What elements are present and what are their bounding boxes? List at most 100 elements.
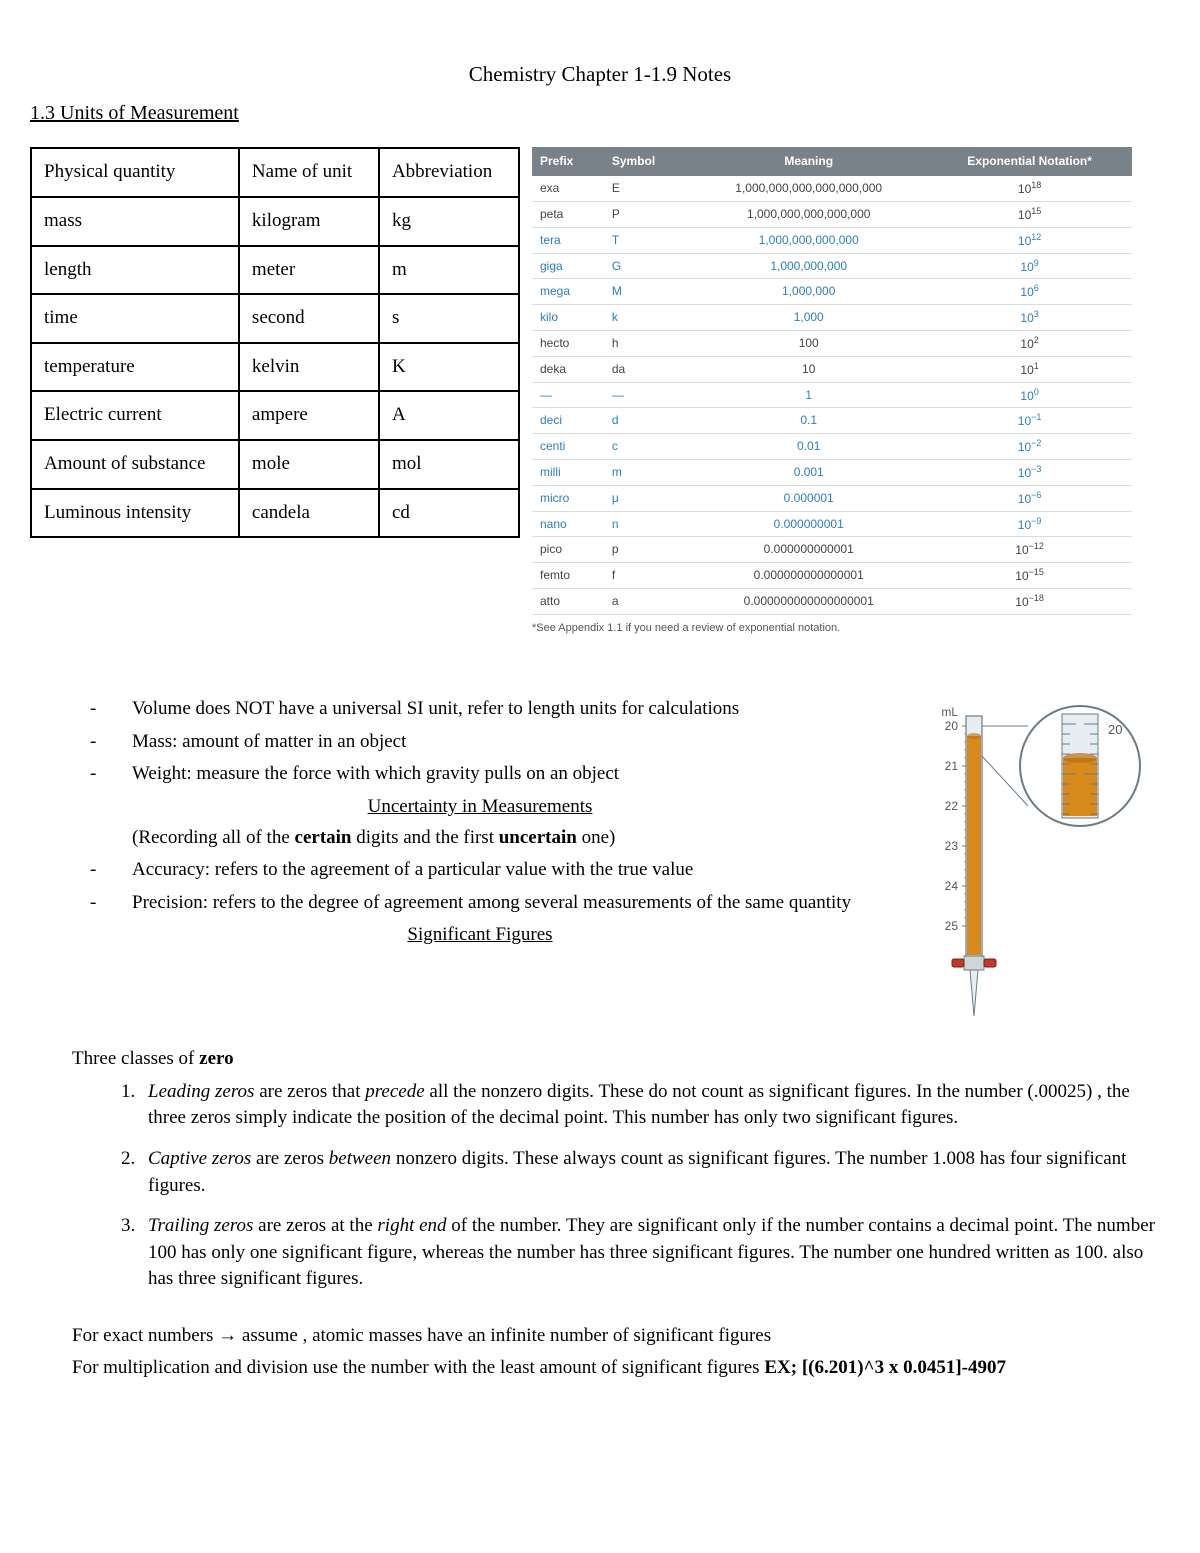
mult-ex: [(6.201)^3 x 0.0451]-4907 bbox=[802, 1357, 1006, 1378]
prefix-cell-prefix: giga bbox=[532, 253, 604, 279]
section-heading: 1.3 Units of Measurement bbox=[30, 99, 1170, 127]
prefix-cell-exp: 109 bbox=[927, 253, 1132, 279]
prefix-cell-symbol: m bbox=[604, 459, 690, 485]
sigfig-leading: Leading zeros are zeros that precede all… bbox=[140, 1079, 1170, 1132]
recording-note: (Recording all of the certain digits and… bbox=[90, 825, 870, 852]
prefix-cell-exp: 10−15 bbox=[927, 563, 1132, 589]
si-cell: temperature bbox=[31, 343, 239, 392]
prefix-cell-prefix: — bbox=[532, 382, 604, 408]
prefix-row: kilok1,000103 bbox=[532, 305, 1132, 331]
si-cell: s bbox=[379, 294, 519, 343]
prefix-row: dekada10101 bbox=[532, 356, 1132, 382]
prefix-cell-exp: 10−9 bbox=[927, 511, 1132, 537]
si-row: Luminous intensitycandelacd bbox=[31, 489, 519, 538]
prefix-cell-prefix: femto bbox=[532, 563, 604, 589]
notes-column: Volume does NOT have a universal SI unit… bbox=[30, 696, 870, 953]
si-row: masskilogramkg bbox=[31, 197, 519, 246]
prefix-cell-meaning: 1,000,000,000,000,000,000 bbox=[690, 176, 927, 201]
prefix-cell-prefix: peta bbox=[532, 201, 604, 227]
prefix-row: exaE1,000,000,000,000,000,0001018 bbox=[532, 176, 1132, 201]
prefix-row: attoa0.00000000000000000110−18 bbox=[532, 588, 1132, 614]
trailing-rightend: right end bbox=[377, 1215, 446, 1236]
prefix-cell-exp: 10−6 bbox=[927, 485, 1132, 511]
svg-text:21: 21 bbox=[945, 759, 959, 773]
si-header-quantity: Physical quantity bbox=[31, 148, 239, 197]
svg-text:20: 20 bbox=[945, 719, 959, 733]
si-cell: A bbox=[379, 391, 519, 440]
prefix-cell-exp: 10−3 bbox=[927, 459, 1132, 485]
prefix-cell-meaning: 1,000,000,000 bbox=[690, 253, 927, 279]
prefix-row: centic0.0110−2 bbox=[532, 434, 1132, 460]
prefix-cell-meaning: 10 bbox=[690, 356, 927, 382]
uncertainty-heading: Uncertainty in Measurements bbox=[90, 794, 870, 821]
prefix-cell-prefix: nano bbox=[532, 511, 604, 537]
si-cell: m bbox=[379, 246, 519, 295]
trailing-b: are zeros at the bbox=[253, 1215, 377, 1236]
prefix-cell-symbol: k bbox=[604, 305, 690, 331]
prefix-cell-symbol: μ bbox=[604, 485, 690, 511]
prefix-cell-exp: 10−2 bbox=[927, 434, 1132, 460]
prefix-row: picop0.00000000000110−12 bbox=[532, 537, 1132, 563]
si-cell: second bbox=[239, 294, 379, 343]
three-classes-pre: Three classes of bbox=[72, 1048, 199, 1069]
prefix-cell-exp: 1018 bbox=[927, 176, 1132, 201]
si-cell: length bbox=[31, 246, 239, 295]
si-row: temperaturekelvinK bbox=[31, 343, 519, 392]
prefix-header-symbol: Symbol bbox=[604, 147, 690, 176]
prefix-cell-symbol: P bbox=[604, 201, 690, 227]
note-weight: Weight: measure the force with which gra… bbox=[90, 761, 870, 788]
prefix-cell-symbol: h bbox=[604, 330, 690, 356]
prefix-row: millim0.00110−3 bbox=[532, 459, 1132, 485]
leading-b: are zeros that bbox=[254, 1081, 365, 1102]
prefix-cell-exp: 100 bbox=[927, 382, 1132, 408]
prefix-row: teraT1,000,000,000,0001012 bbox=[532, 227, 1132, 253]
prefix-cell-prefix: micro bbox=[532, 485, 604, 511]
si-row: timeseconds bbox=[31, 294, 519, 343]
prefix-cell-meaning: 0.01 bbox=[690, 434, 927, 460]
prefix-cell-exp: 103 bbox=[927, 305, 1132, 331]
prefix-cell-symbol: T bbox=[604, 227, 690, 253]
prefix-cell-symbol: M bbox=[604, 279, 690, 305]
si-cell: mass bbox=[31, 197, 239, 246]
prefix-row: nanon0.00000000110−9 bbox=[532, 511, 1132, 537]
recording-certain: certain bbox=[295, 827, 352, 848]
captive-b: are zeros bbox=[251, 1148, 329, 1169]
note-precision: Precision: refers to the degree of agree… bbox=[90, 890, 870, 917]
prefix-header-exp: Exponential Notation* bbox=[927, 147, 1132, 176]
prefix-cell-exp: 1015 bbox=[927, 201, 1132, 227]
prefix-cell-meaning: 0.000001 bbox=[690, 485, 927, 511]
prefix-row: ——1100 bbox=[532, 382, 1132, 408]
recording-mid: digits and the first bbox=[352, 827, 499, 848]
recording-post: one) bbox=[577, 827, 616, 848]
prefix-row: decid0.110−1 bbox=[532, 408, 1132, 434]
prefix-footnote: *See Appendix 1.1 if you need a review o… bbox=[532, 621, 1132, 636]
leading-precede: precede bbox=[365, 1081, 424, 1102]
si-cell: cd bbox=[379, 489, 519, 538]
prefix-cell-prefix: hecto bbox=[532, 330, 604, 356]
prefix-cell-exp: 10−12 bbox=[927, 537, 1132, 563]
prefix-row: gigaG1,000,000,000109 bbox=[532, 253, 1132, 279]
prefix-header-meaning: Meaning bbox=[690, 147, 927, 176]
prefix-cell-exp: 101 bbox=[927, 356, 1132, 382]
prefix-cell-prefix: deci bbox=[532, 408, 604, 434]
leading-term: Leading zeros bbox=[148, 1081, 254, 1102]
sigfig-captive: Captive zeros are zeros between nonzero … bbox=[140, 1146, 1170, 1199]
prefix-cell-meaning: 1 bbox=[690, 382, 927, 408]
prefix-cell-symbol: — bbox=[604, 382, 690, 408]
note-accuracy: Accuracy: refers to the agreement of a p… bbox=[90, 857, 870, 884]
prefix-cell-prefix: milli bbox=[532, 459, 604, 485]
svg-text:20: 20 bbox=[1108, 722, 1122, 737]
prefix-cell-prefix: exa bbox=[532, 176, 604, 201]
prefix-cell-meaning: 0.000000001 bbox=[690, 511, 927, 537]
sigfig-heading: Significant Figures bbox=[90, 922, 870, 949]
si-cell: K bbox=[379, 343, 519, 392]
si-cell: time bbox=[31, 294, 239, 343]
sigfig-list: Leading zeros are zeros that precede all… bbox=[30, 1079, 1170, 1293]
prefix-cell-prefix: centi bbox=[532, 434, 604, 460]
si-cell: mol bbox=[379, 440, 519, 489]
prefix-row: hectoh100102 bbox=[532, 330, 1132, 356]
captive-between: between bbox=[329, 1148, 391, 1169]
si-cell: meter bbox=[239, 246, 379, 295]
prefix-cell-symbol: G bbox=[604, 253, 690, 279]
buret-illustration: 202122232425mL20 bbox=[890, 696, 1170, 1036]
